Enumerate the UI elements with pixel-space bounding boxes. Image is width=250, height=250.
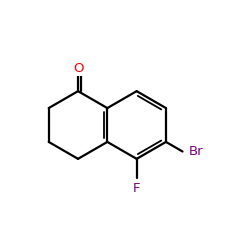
Text: Br: Br xyxy=(188,145,203,158)
Text: O: O xyxy=(73,62,83,75)
Text: F: F xyxy=(133,182,140,194)
